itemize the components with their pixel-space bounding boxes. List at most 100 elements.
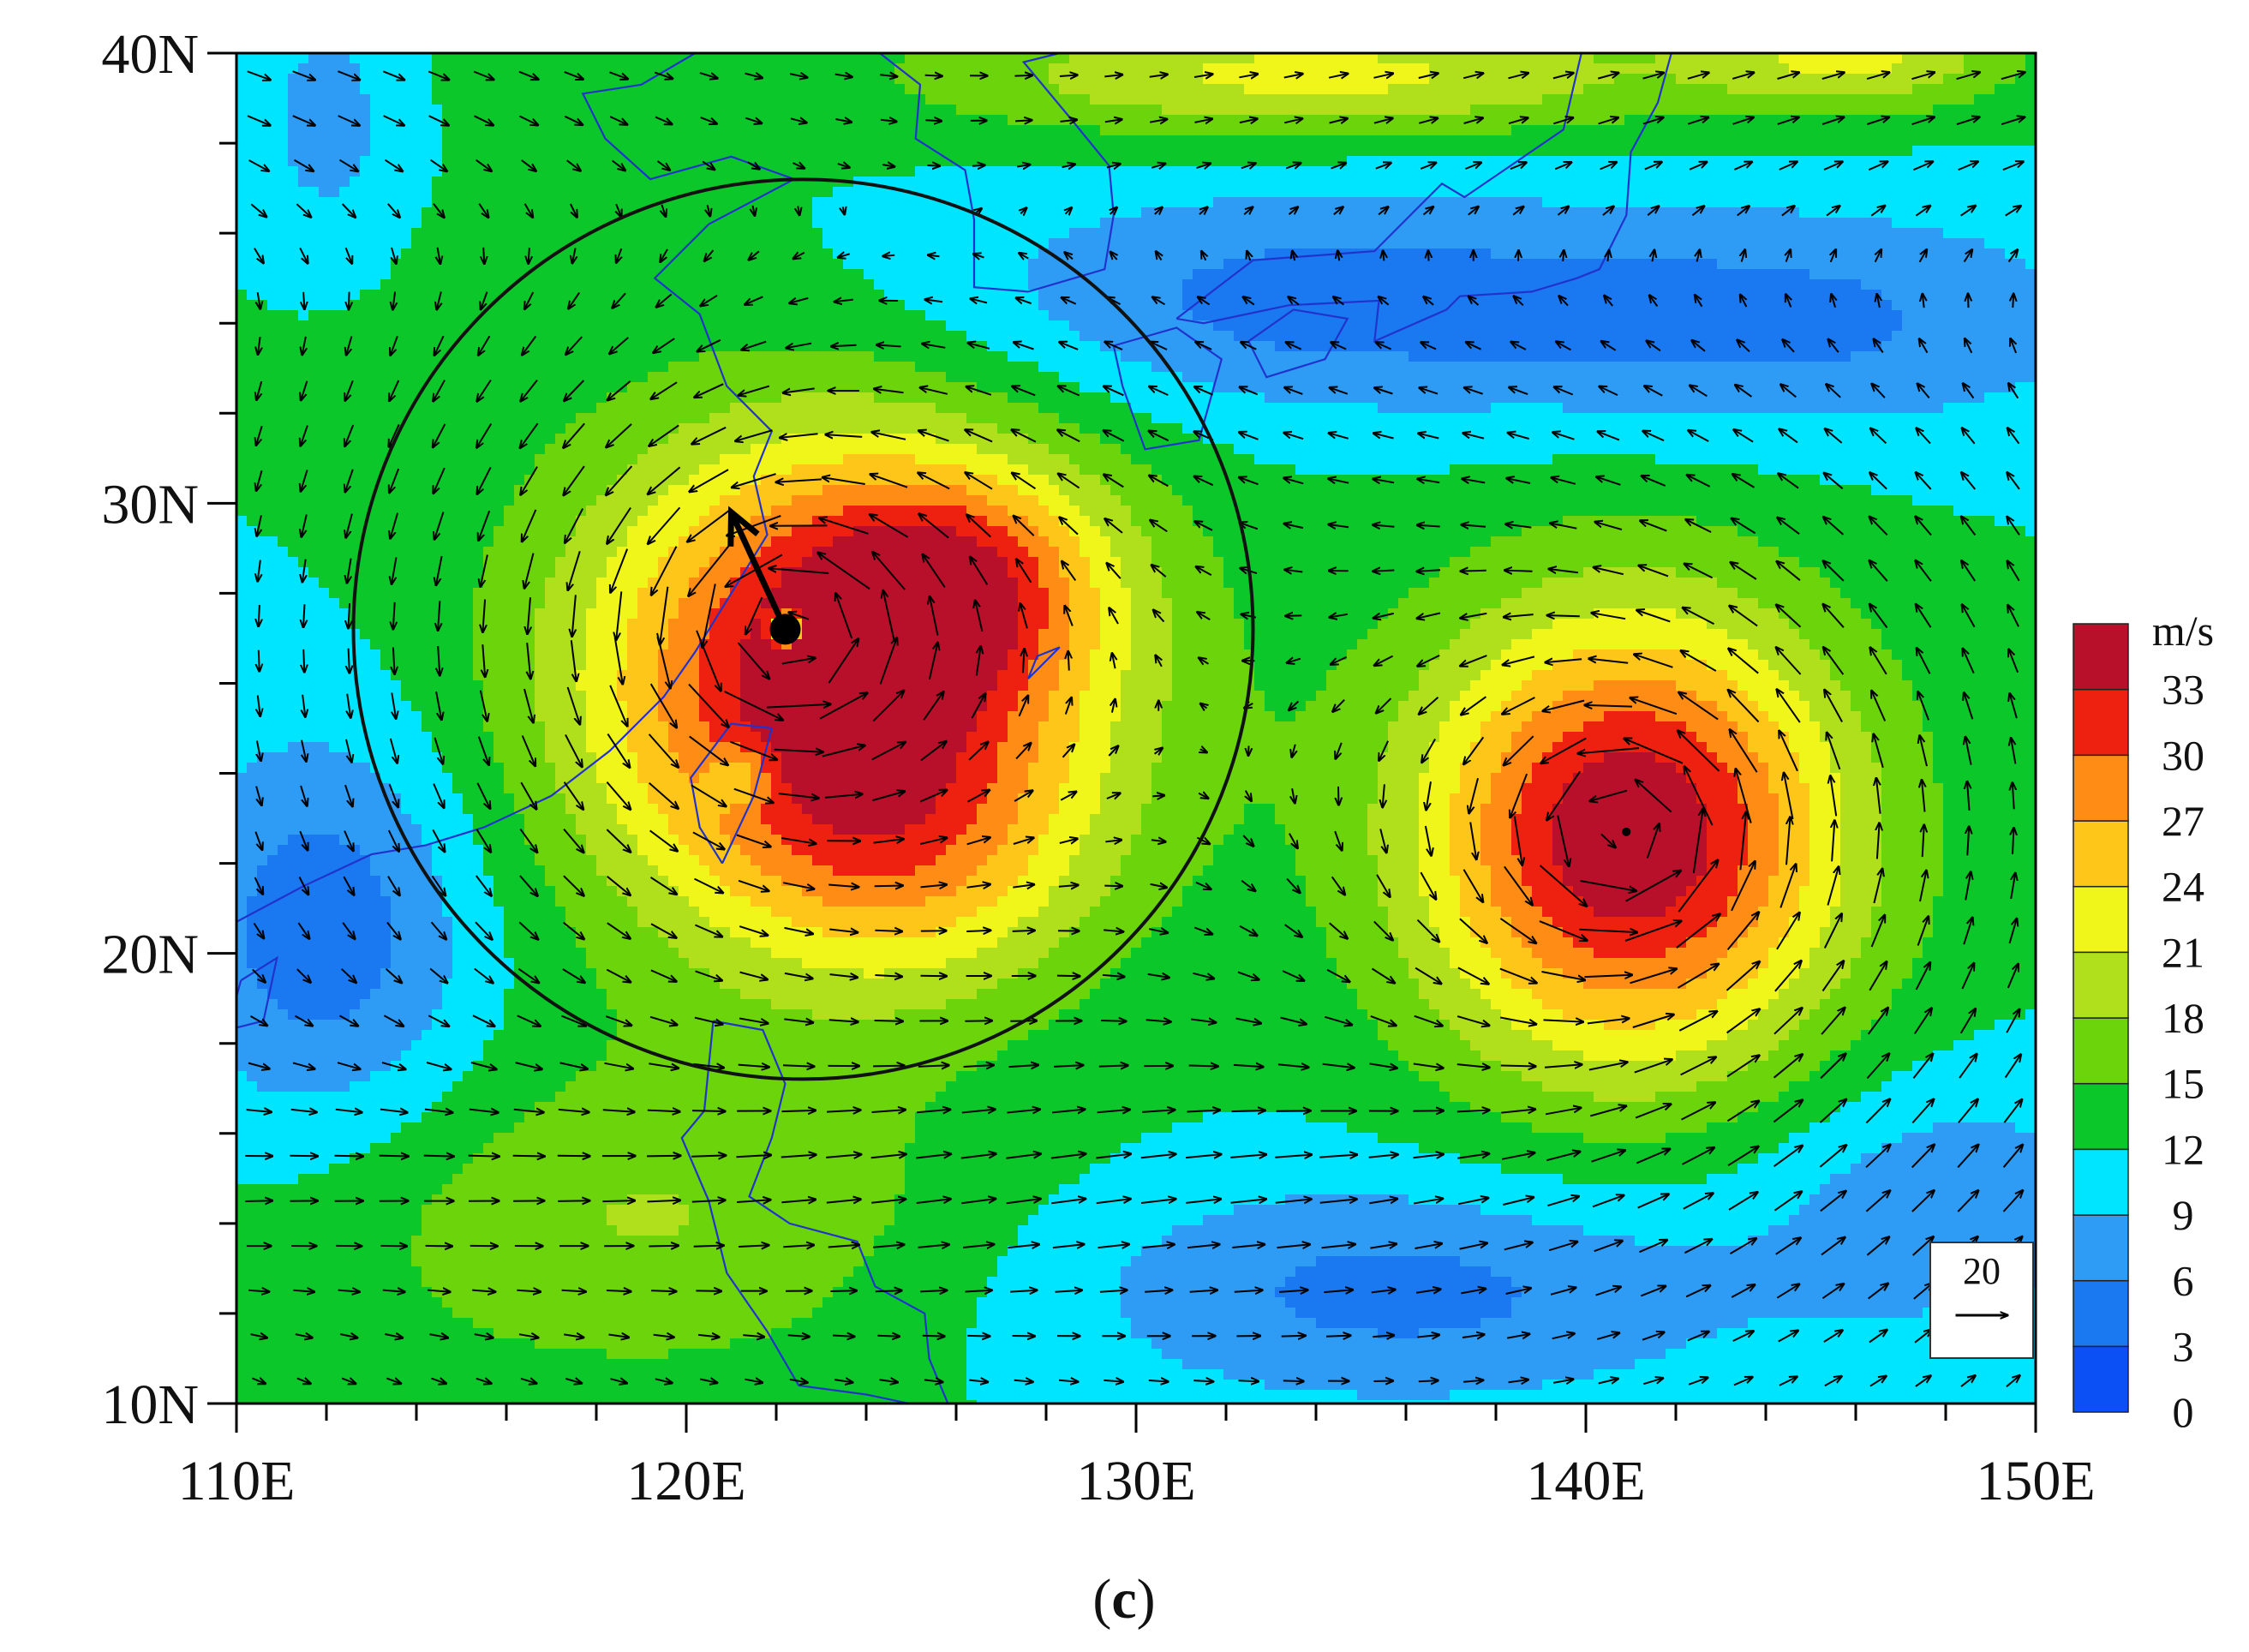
contour-cell	[2015, 382, 2036, 393]
contour-cell	[257, 968, 381, 979]
contour-cell	[1738, 865, 1779, 877]
contour-cell	[1851, 351, 2036, 362]
contour-cell	[1141, 804, 1245, 815]
contour-cell	[473, 598, 546, 609]
wind-vector	[520, 1379, 537, 1384]
contour-cell	[1172, 639, 1245, 650]
contour-cell	[1748, 1020, 1800, 1031]
wind-vector	[874, 886, 903, 887]
contour-cell	[380, 979, 443, 990]
wind-vector	[606, 1290, 631, 1291]
contour-cell	[607, 1215, 690, 1226]
contour-cell	[535, 660, 587, 671]
contour-cell	[1429, 742, 1471, 753]
contour-cell	[1881, 639, 2036, 650]
wind-vector	[973, 254, 984, 257]
wind-vector	[694, 383, 724, 398]
contour-cell	[236, 94, 289, 105]
contour-cell	[668, 434, 782, 445]
contour-cell	[524, 824, 577, 835]
contour-cell	[1522, 721, 1584, 733]
contour-cell	[905, 1184, 1060, 1195]
contour-cell	[1131, 608, 1173, 620]
contour-cell	[1542, 94, 1975, 105]
wind-vector	[1006, 1154, 1041, 1159]
contour-cell	[1049, 814, 1091, 825]
contour-cell	[1480, 1318, 1749, 1329]
contour-cell	[236, 1359, 967, 1370]
contour-cell	[1758, 701, 1810, 712]
wind-vector	[428, 115, 449, 125]
wind-vector	[726, 554, 783, 587]
wind-vector	[606, 781, 631, 810]
contour-cell	[1923, 701, 2036, 712]
contour-cell	[432, 187, 834, 198]
contour-cell	[833, 824, 906, 835]
contour-cell	[535, 619, 587, 630]
contour-cell	[1059, 1184, 1821, 1195]
wind-vector	[391, 335, 398, 355]
contour-cell	[617, 680, 659, 691]
contour-cell	[236, 732, 433, 743]
contour-cell	[1378, 1030, 1461, 1041]
contour-cell	[1758, 907, 1800, 918]
contour-cell	[1881, 763, 1934, 774]
wind-vector	[384, 159, 404, 171]
contour-cell	[1758, 917, 1790, 928]
contour-cell	[1460, 1030, 1533, 1041]
wind-vector	[431, 875, 446, 895]
contour-cell	[1552, 835, 1708, 846]
wind-vector	[738, 1245, 769, 1247]
wind-vector	[564, 465, 585, 495]
contour-cell	[1069, 639, 1101, 650]
contour-cell	[617, 670, 659, 681]
contour-cell	[751, 763, 762, 774]
contour-cell	[1809, 824, 1841, 835]
contour-cell	[1203, 63, 1430, 75]
contour-cell	[1131, 588, 1163, 599]
contour-cell	[1018, 876, 1060, 887]
contour-cell	[504, 989, 607, 1000]
wind-vector	[293, 1290, 314, 1292]
contour-cell	[679, 1225, 885, 1236]
contour-cell	[1090, 907, 1173, 918]
contour-cell	[1573, 886, 1687, 897]
coastlines	[236, 53, 1672, 1404]
contour-cell	[1008, 927, 1070, 938]
contour-cell	[730, 588, 772, 599]
contour-cell	[1727, 670, 1779, 681]
contour-cell	[1542, 1081, 1697, 1092]
contour-cell	[1686, 721, 1738, 733]
contour-cell	[956, 773, 998, 784]
contour-cell	[1439, 649, 1502, 661]
contour-cell	[586, 506, 649, 517]
contour-cell	[1563, 783, 1697, 794]
contour-cell	[1501, 1164, 1738, 1175]
contour-cell	[1799, 907, 1831, 918]
contour-cell	[1491, 876, 1522, 887]
contour-cell	[1429, 63, 1790, 75]
contour-cell	[1491, 660, 1553, 671]
contour-cell	[236, 269, 392, 280]
contour-cell	[1779, 1040, 1851, 1051]
contour-cell	[1008, 526, 1039, 537]
contour-cell	[761, 804, 803, 815]
contour-cell	[1840, 1102, 2036, 1113]
contour-cell	[535, 639, 587, 650]
contour-cell	[1090, 557, 1122, 568]
contour-cell	[236, 166, 299, 177]
contour-cell	[1059, 680, 1091, 691]
contour-cell	[1851, 1164, 2036, 1175]
contour-cell	[997, 845, 1039, 856]
contour-cell	[236, 793, 402, 805]
contour-cell	[452, 783, 505, 794]
wind-vector	[518, 70, 539, 80]
contour-cell	[236, 279, 381, 290]
wind-vector	[301, 470, 308, 492]
contour-cell	[1018, 814, 1050, 825]
contour-cell	[781, 434, 936, 445]
contour-cell	[771, 506, 844, 517]
wind-vector	[423, 1156, 454, 1157]
